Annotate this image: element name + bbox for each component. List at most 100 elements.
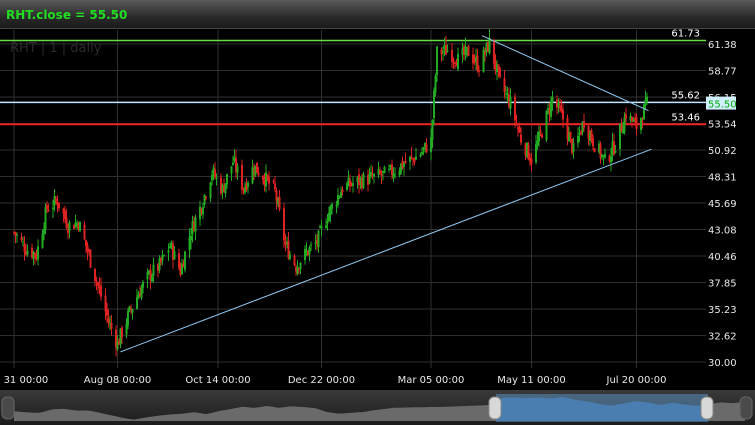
candle — [577, 127, 579, 148]
candle — [400, 163, 402, 175]
trendline[interactable] — [120, 148, 652, 353]
candle — [163, 254, 165, 257]
candle-body — [296, 266, 299, 274]
candle-body — [163, 255, 165, 257]
candle — [172, 240, 174, 269]
navigator-left-handle[interactable] — [488, 396, 502, 420]
candle-body — [319, 226, 321, 228]
candle — [224, 183, 227, 198]
candle — [613, 133, 615, 157]
candle — [464, 37, 467, 61]
candle-body — [130, 308, 132, 310]
candle-body — [212, 167, 215, 174]
candle-body — [535, 143, 537, 163]
candle — [335, 200, 338, 214]
candle-body — [44, 207, 47, 230]
candle-body — [577, 135, 579, 143]
candle — [83, 221, 86, 241]
candle-body — [233, 157, 236, 161]
candle — [275, 187, 278, 210]
candle-body — [640, 118, 642, 131]
candle — [503, 70, 506, 99]
candle — [298, 267, 300, 275]
candle — [182, 259, 185, 268]
candle-body — [310, 244, 312, 246]
last-price-marker: 55.50 — [706, 96, 737, 111]
candle — [610, 147, 612, 172]
candle — [620, 118, 623, 133]
candle-body — [194, 217, 197, 232]
candle — [236, 163, 239, 180]
candle — [146, 268, 149, 288]
candle — [506, 87, 509, 103]
candle — [646, 92, 648, 105]
navigator-scroll-right[interactable] — [739, 396, 753, 420]
candle-body — [31, 247, 33, 258]
candle-body — [73, 224, 75, 229]
candle-body — [119, 328, 122, 345]
level-label-55.62: 55.62 — [671, 90, 700, 101]
candle — [350, 181, 353, 187]
candle-body — [121, 327, 123, 338]
candle — [581, 120, 584, 136]
candle-body — [278, 196, 281, 210]
candle-body — [241, 164, 243, 190]
candle — [152, 257, 155, 283]
candle-body — [47, 210, 50, 212]
candle — [65, 208, 68, 231]
candle — [487, 41, 489, 53]
candle — [170, 240, 173, 250]
candle — [220, 173, 222, 196]
time-navigator[interactable] — [0, 390, 755, 425]
candle — [77, 221, 80, 232]
candle — [142, 279, 144, 294]
candle-body — [242, 188, 245, 191]
candle-body — [94, 268, 96, 281]
candle-body — [413, 159, 416, 163]
candle-body — [494, 61, 497, 70]
candle — [14, 231, 17, 244]
candle — [368, 167, 371, 185]
candle — [22, 236, 24, 247]
candle — [41, 229, 44, 249]
candle — [643, 103, 645, 120]
candle — [337, 188, 339, 208]
candle-body — [473, 61, 476, 63]
navigator-scroll-left[interactable] — [1, 396, 15, 420]
candle — [514, 93, 516, 128]
candle-body — [149, 269, 152, 281]
candle — [476, 48, 479, 73]
candle-body — [286, 242, 288, 244]
candle — [62, 207, 65, 223]
candle — [284, 234, 287, 252]
candle — [527, 142, 530, 161]
candle-body — [253, 170, 255, 173]
y-axis: 61.3858.7756.1553.5450.9248.3145.6943.08… — [708, 40, 737, 369]
candle — [173, 246, 176, 260]
candle — [598, 140, 600, 154]
candle — [608, 154, 611, 163]
candle — [518, 122, 521, 134]
candle-body — [23, 244, 26, 252]
trendline[interactable] — [481, 35, 649, 112]
x-axis: May 31 00:00 Aug 08 00:00 Oct 14 00:00 Dec … — [0, 375, 666, 386]
candle — [329, 204, 332, 223]
candle — [473, 54, 476, 65]
candle-body — [160, 257, 162, 262]
candle-body — [362, 174, 365, 188]
candle — [421, 147, 423, 156]
candle — [307, 249, 309, 257]
candle — [457, 47, 459, 72]
candle — [319, 224, 321, 229]
candle — [371, 166, 374, 180]
candle — [419, 152, 422, 158]
candle — [331, 202, 333, 215]
candle-body — [67, 229, 69, 233]
candle — [256, 162, 258, 174]
navigator-right-handle[interactable] — [700, 396, 714, 420]
candle-body — [107, 318, 110, 323]
candle-body — [274, 183, 276, 189]
candle — [520, 126, 522, 146]
price-chart[interactable]: RHT | 1 | daily 61.73 55.62 53.46 61.38 58.… — [0, 28, 755, 390]
candle — [127, 307, 129, 330]
